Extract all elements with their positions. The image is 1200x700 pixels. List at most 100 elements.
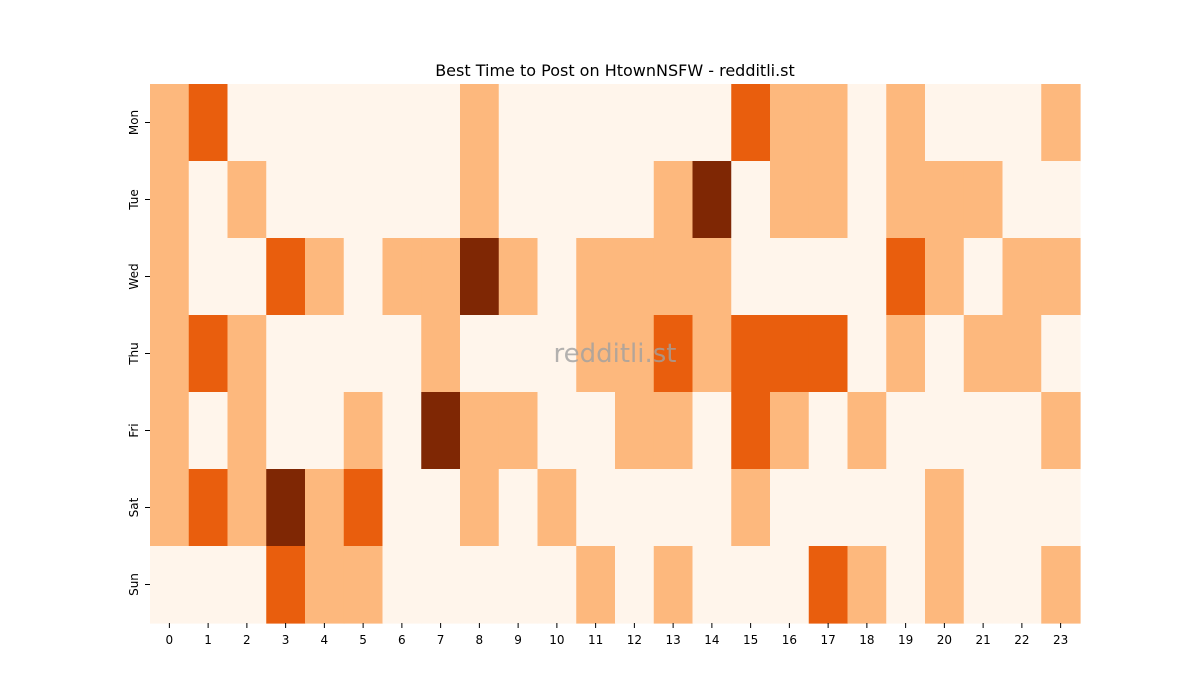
heatmap-cell-fri-10 bbox=[537, 392, 577, 470]
y-tick-label: Thu bbox=[127, 342, 141, 366]
heatmap-cell-mon-9 bbox=[498, 84, 539, 162]
heatmap-cell-sun-1 bbox=[188, 546, 229, 624]
heatmap-cell-sun-16 bbox=[770, 546, 810, 624]
heatmap-cell-fri-9 bbox=[498, 392, 539, 470]
heatmap-cell-tue-19 bbox=[886, 161, 926, 239]
heatmap-cell-fri-11 bbox=[576, 392, 616, 470]
x-tick-label: 23 bbox=[1053, 633, 1068, 647]
heatmap-cell-tue-15 bbox=[731, 161, 771, 239]
heatmap-cell-sat-7 bbox=[421, 469, 461, 547]
y-tick-label: Sun bbox=[127, 573, 141, 596]
heatmap-cell-sun-9 bbox=[498, 546, 539, 624]
heatmap-cell-thu-20 bbox=[925, 315, 965, 393]
heatmap-cell-thu-11 bbox=[576, 315, 616, 393]
heatmap-cell-tue-17 bbox=[808, 161, 849, 239]
heatmap-cell-tue-13 bbox=[653, 161, 694, 239]
heatmap-cell-tue-22 bbox=[1002, 161, 1042, 239]
heatmap-cell-sat-17 bbox=[808, 469, 849, 547]
heatmap-cell-mon-6 bbox=[382, 84, 422, 162]
heatmap-cell-sun-7 bbox=[421, 546, 461, 624]
heatmap-cell-mon-16 bbox=[770, 84, 810, 162]
heatmap-cell-thu-3 bbox=[266, 315, 306, 393]
x-tick-label: 10 bbox=[549, 633, 564, 647]
heatmap-cell-fri-15 bbox=[731, 392, 771, 470]
heatmap-cell-mon-17 bbox=[808, 84, 849, 162]
heatmap-cell-fri-14 bbox=[692, 392, 732, 470]
heatmap-cell-thu-2 bbox=[227, 315, 267, 393]
heatmap-cell-fri-4 bbox=[305, 392, 345, 470]
heatmap-cell-mon-21 bbox=[963, 84, 1004, 162]
heatmap-cell-sat-19 bbox=[886, 469, 926, 547]
x-tick-label: 19 bbox=[898, 633, 913, 647]
heatmap-cell-thu-16 bbox=[770, 315, 810, 393]
heatmap-cell-fri-2 bbox=[227, 392, 267, 470]
heatmap-cell-mon-5 bbox=[343, 84, 384, 162]
heatmap-cell-wed-2 bbox=[227, 238, 267, 316]
x-tick-label: 3 bbox=[282, 633, 290, 647]
heatmap-cell-sat-0 bbox=[150, 469, 190, 547]
heatmap-cell-tue-8 bbox=[460, 161, 500, 239]
heatmap-cell-sat-18 bbox=[847, 469, 887, 547]
watermark: redditli.st bbox=[554, 339, 677, 369]
heatmap-cell-wed-7 bbox=[421, 238, 461, 316]
y-tick-label: Tue bbox=[127, 189, 141, 211]
heatmap-cell-wed-13 bbox=[653, 238, 694, 316]
heatmap-cell-tue-9 bbox=[498, 161, 539, 239]
heatmap-cell-sun-11 bbox=[576, 546, 616, 624]
y-tick-label: Mon bbox=[127, 110, 141, 135]
heatmap-cell-sat-20 bbox=[925, 469, 965, 547]
heatmap-cell-thu-17 bbox=[808, 315, 849, 393]
heatmap-cell-wed-14 bbox=[692, 238, 732, 316]
heatmap-cell-sat-6 bbox=[382, 469, 422, 547]
heatmap-cell-wed-0 bbox=[150, 238, 190, 316]
heatmap-cell-sun-20 bbox=[925, 546, 965, 624]
heatmap-cell-fri-3 bbox=[266, 392, 306, 470]
heatmap-cell-sat-10 bbox=[537, 469, 577, 547]
x-tick-label: 2 bbox=[243, 633, 251, 647]
x-tick-label: 5 bbox=[359, 633, 367, 647]
heatmap-cell-fri-18 bbox=[847, 392, 887, 470]
heatmap-cell-mon-3 bbox=[266, 84, 306, 162]
x-tick-label: 17 bbox=[820, 633, 835, 647]
x-tick-label: 20 bbox=[937, 633, 952, 647]
heatmap-cell-sat-14 bbox=[692, 469, 732, 547]
heatmap-cell-thu-8 bbox=[460, 315, 500, 393]
heatmap-cell-sun-3 bbox=[266, 546, 306, 624]
x-tick-label: 18 bbox=[859, 633, 874, 647]
heatmap-cell-fri-21 bbox=[963, 392, 1004, 470]
heatmap-cell-thu-6 bbox=[382, 315, 422, 393]
heatmap-cell-fri-5 bbox=[343, 392, 384, 470]
heatmap-cell-mon-2 bbox=[227, 84, 267, 162]
heatmap-cell-mon-4 bbox=[305, 84, 345, 162]
heatmap-cell-sun-14 bbox=[692, 546, 732, 624]
heatmap-cell-wed-23 bbox=[1041, 238, 1081, 316]
heatmap-cells bbox=[150, 84, 1081, 624]
heatmap-cell-mon-20 bbox=[925, 84, 965, 162]
heatmap-cell-tue-23 bbox=[1041, 161, 1081, 239]
heatmap-cell-tue-0 bbox=[150, 161, 190, 239]
heatmap-cell-sun-21 bbox=[963, 546, 1004, 624]
heatmap-cell-thu-23 bbox=[1041, 315, 1081, 393]
heatmap-cell-sat-22 bbox=[1002, 469, 1042, 547]
heatmap-cell-fri-1 bbox=[188, 392, 229, 470]
heatmap-cell-sat-13 bbox=[653, 469, 694, 547]
heatmap-cell-mon-0 bbox=[150, 84, 190, 162]
heatmap-cell-sat-16 bbox=[770, 469, 810, 547]
heatmap-cell-sun-17 bbox=[808, 546, 849, 624]
heatmap-cell-wed-8 bbox=[460, 238, 500, 316]
heatmap-cell-wed-5 bbox=[343, 238, 384, 316]
heatmap-cell-thu-9 bbox=[498, 315, 539, 393]
heatmap-cell-fri-0 bbox=[150, 392, 190, 470]
heatmap-cell-wed-18 bbox=[847, 238, 887, 316]
heatmap-cell-fri-22 bbox=[1002, 392, 1042, 470]
heatmap-cell-sun-13 bbox=[653, 546, 694, 624]
heatmap-cell-thu-14 bbox=[692, 315, 732, 393]
y-tick-label: Sat bbox=[127, 497, 141, 517]
heatmap-cell-mon-19 bbox=[886, 84, 926, 162]
heatmap-cell-sun-15 bbox=[731, 546, 771, 624]
heatmap-cell-sat-23 bbox=[1041, 469, 1081, 547]
heatmap-cell-tue-7 bbox=[421, 161, 461, 239]
heatmap-cell-wed-6 bbox=[382, 238, 422, 316]
heatmap-cell-thu-21 bbox=[963, 315, 1004, 393]
heatmap-cell-sat-21 bbox=[963, 469, 1004, 547]
